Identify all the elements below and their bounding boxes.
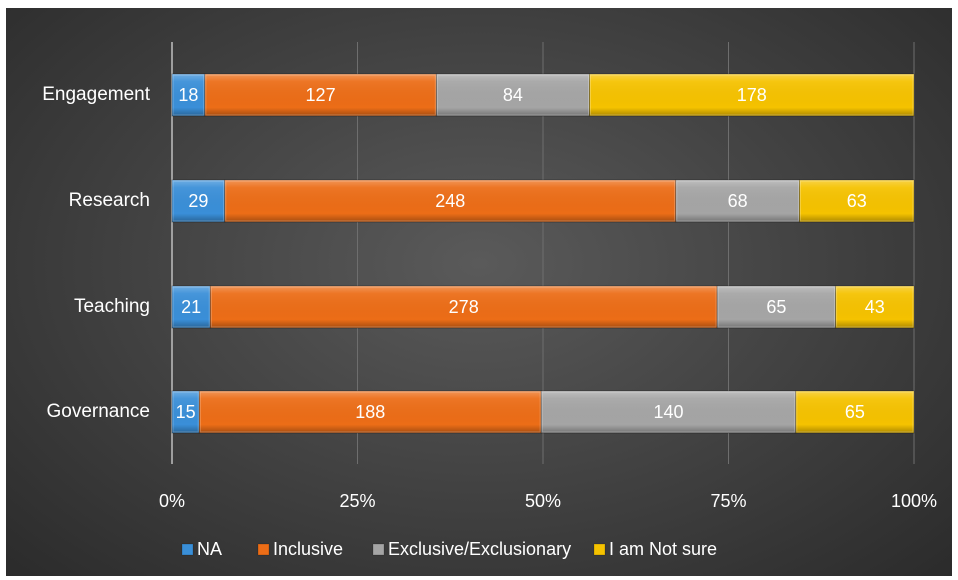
legend-label: I am Not sure bbox=[609, 539, 717, 559]
x-tick-label: 100% bbox=[891, 491, 937, 511]
data-labels: 18 127 84 178 29 248 68 63 21 278 65 43 15 188 140 65 bbox=[176, 85, 885, 422]
legend-swatch bbox=[372, 543, 385, 556]
legend-item: NA bbox=[181, 539, 222, 559]
bar-segment-inclusive bbox=[198, 390, 542, 434]
bar-segment-i-am-not-sure bbox=[835, 285, 915, 329]
legend: NA Inclusive Exclusive/Exclusionary I am No… bbox=[181, 539, 717, 559]
data-label: 140 bbox=[653, 402, 683, 422]
bar-segment-i-am-not-sure bbox=[795, 390, 915, 434]
category-label: Teaching bbox=[74, 296, 150, 317]
bar-segment-exclusive-exclusionary bbox=[716, 285, 837, 329]
data-label: 178 bbox=[737, 85, 767, 105]
stacked-bar-chart: 18 127 84 178 29 248 68 63 21 278 65 43 15 188 140 65 E… bbox=[42, 42, 937, 559]
data-label: 65 bbox=[766, 297, 786, 317]
legend-swatch bbox=[181, 543, 194, 556]
legend-item: I am Not sure bbox=[593, 539, 717, 559]
category-label: Engagement bbox=[42, 84, 150, 105]
data-label: 15 bbox=[176, 402, 196, 422]
legend-swatch bbox=[257, 543, 270, 556]
bar-segment-i-am-not-sure bbox=[589, 73, 915, 117]
data-label: 43 bbox=[865, 297, 885, 317]
legend-item: Exclusive/Exclusionary bbox=[372, 539, 571, 559]
x-tick-label: 75% bbox=[710, 491, 746, 511]
bar-segment-inclusive bbox=[224, 179, 677, 223]
bar-segment-exclusive-exclusionary bbox=[675, 179, 800, 223]
data-label: 248 bbox=[435, 191, 465, 211]
bar-segment-na bbox=[171, 285, 211, 329]
category-axis-labels: Engagement Research Teaching Governance bbox=[42, 84, 150, 422]
data-label: 21 bbox=[181, 297, 201, 317]
bar-segment-inclusive bbox=[209, 285, 718, 329]
data-label: 65 bbox=[845, 402, 865, 422]
x-tick-label: 25% bbox=[339, 491, 375, 511]
legend-swatch bbox=[593, 543, 606, 556]
data-label: 127 bbox=[306, 85, 336, 105]
data-label: 84 bbox=[503, 85, 523, 105]
data-label: 68 bbox=[728, 191, 748, 211]
bar-segment-na bbox=[171, 179, 226, 223]
bar-segment-exclusive-exclusionary bbox=[435, 73, 590, 117]
data-label: 18 bbox=[178, 85, 198, 105]
legend-label: Exclusive/Exclusionary bbox=[388, 539, 571, 559]
x-tick-label: 50% bbox=[525, 491, 561, 511]
category-label: Governance bbox=[46, 401, 150, 422]
x-tick-label: 0% bbox=[159, 491, 185, 511]
chart-area: 18 127 84 178 29 248 68 63 21 278 65 43 15 188 140 65 E… bbox=[6, 8, 952, 576]
legend-label: Inclusive bbox=[273, 539, 343, 559]
legend-label: NA bbox=[197, 539, 222, 559]
bar-segment-na bbox=[171, 73, 206, 117]
bar-segment-i-am-not-sure bbox=[799, 179, 915, 223]
value-axis-tick-labels: 0% 25% 50% 75% 100% bbox=[159, 491, 937, 511]
data-label: 29 bbox=[188, 191, 208, 211]
data-label: 63 bbox=[847, 191, 867, 211]
bar-segment-na bbox=[171, 390, 200, 434]
bar-segment-inclusive bbox=[204, 73, 437, 117]
data-label: 188 bbox=[355, 402, 385, 422]
legend-item: Inclusive bbox=[257, 539, 343, 559]
data-label: 278 bbox=[449, 297, 479, 317]
category-label: Research bbox=[69, 190, 150, 211]
bar-segment-exclusive-exclusionary bbox=[540, 390, 797, 434]
bars bbox=[171, 73, 915, 434]
